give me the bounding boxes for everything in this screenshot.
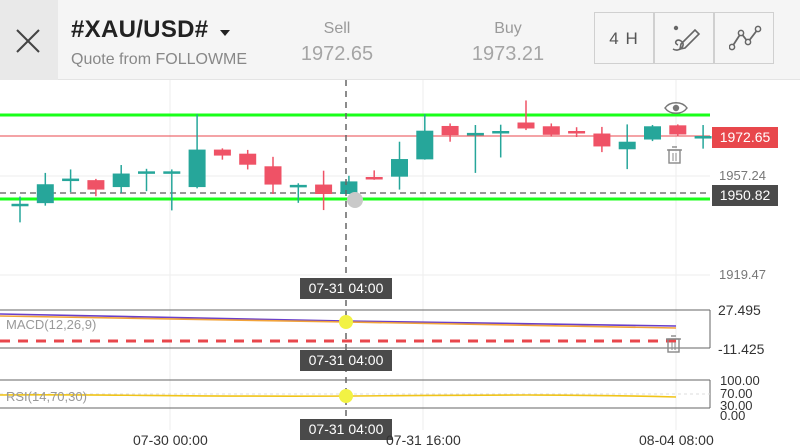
rsi-plot — [0, 389, 710, 403]
line-price-tag: 1950.82 — [712, 185, 778, 206]
candle-bearish[interactable] — [213, 149, 231, 156]
candle-bullish[interactable] — [11, 203, 29, 207]
grid — [0, 80, 710, 430]
crosshair-time-rsi: 07-31 04:00 — [300, 419, 392, 440]
candle-bullish[interactable] — [694, 136, 712, 139]
candle-bearish[interactable] — [669, 125, 687, 135]
candle-bearish[interactable] — [593, 133, 611, 147]
macd-slow-line — [0, 315, 677, 329]
line-handle[interactable] — [347, 192, 363, 208]
candle-bullish[interactable] — [138, 171, 155, 174]
chevron-down-icon[interactable] — [220, 30, 230, 36]
rsi-line — [0, 393, 677, 398]
macd-bottom-value: -11.425 — [718, 341, 765, 357]
drawing-pen-icon — [672, 25, 701, 51]
rsi-level-30: 30.00 — [720, 398, 753, 413]
indicator-line-icon — [729, 25, 762, 51]
candle-bearish[interactable] — [315, 184, 333, 195]
header-bar: #XAU/USD# Quote from FOLLOWME Sell 1972.… — [0, 0, 800, 80]
candle-bullish[interactable] — [62, 178, 80, 182]
buy-price[interactable]: 1973.21 — [471, 43, 545, 65]
candle-bullish[interactable] — [492, 131, 510, 134]
candle-bearish[interactable] — [542, 126, 560, 135]
rsi-level-0: 0.00 — [720, 408, 746, 423]
sell-price[interactable]: 1972.65 — [300, 43, 374, 65]
candle-bearish[interactable] — [87, 180, 105, 190]
candle-bearish[interactable] — [517, 122, 535, 129]
candle-bearish[interactable] — [568, 131, 586, 134]
sell-label: Sell — [323, 20, 351, 37]
candle-bullish[interactable] — [112, 173, 130, 188]
rsi-label[interactable]: RSI(14,70,30) — [6, 389, 87, 404]
x-axis-label: 07-30 00:00 — [133, 432, 208, 446]
candles-group — [11, 100, 712, 223]
timeframe-button[interactable]: 4 H — [594, 12, 654, 64]
x-axis-label: 07-31 16:00 — [386, 432, 461, 446]
eye-icon[interactable] — [664, 102, 688, 114]
rsi-crosshair-dot — [339, 389, 353, 403]
rsi-level-100: 100.00 — [720, 373, 760, 388]
price-level-2: 1919.47 — [719, 267, 766, 282]
crosshair-time-macd: 07-31 04:00 — [300, 350, 392, 371]
indicator-button[interactable] — [714, 12, 774, 64]
candle-bullish[interactable] — [644, 126, 661, 140]
candle-bearish[interactable] — [264, 166, 282, 185]
macd-trash-icon[interactable] — [666, 335, 681, 353]
candle-bullish[interactable] — [416, 130, 434, 160]
draw-tool-button[interactable] — [654, 12, 714, 64]
crosshair-time-main: 07-31 04:00 — [300, 278, 392, 299]
macd-plot — [0, 313, 677, 343]
timeframe-label: 4 H — [609, 29, 639, 48]
candle-bearish[interactable] — [239, 153, 257, 165]
symbol-title[interactable]: #XAU/USD# — [71, 16, 209, 43]
quote-source: Quote from FOLLOWME — [71, 51, 248, 68]
trash-icon[interactable] — [667, 146, 682, 164]
buy-label: Buy — [494, 20, 522, 37]
candle-bullish[interactable] — [289, 184, 307, 188]
rsi-level-70: 70.00 — [720, 386, 753, 401]
candle-bullish[interactable] — [340, 181, 358, 195]
candle-bearish[interactable] — [365, 176, 383, 180]
candle-bullish[interactable] — [618, 141, 636, 150]
candle-bullish[interactable] — [466, 132, 484, 136]
candle-bullish[interactable] — [163, 171, 181, 174]
price-level-1: 1957.24 — [719, 168, 766, 183]
candle-bullish[interactable] — [188, 149, 206, 188]
close-icon — [16, 29, 40, 53]
candle-bullish[interactable] — [36, 184, 54, 204]
close-button[interactable] — [0, 0, 58, 80]
macd-top-value: 27.495 — [718, 302, 761, 318]
macd-label[interactable]: MACD(12,26,9) — [6, 317, 97, 332]
candle-bearish[interactable] — [441, 125, 459, 136]
candle-bullish[interactable] — [391, 159, 408, 177]
macd-crosshair-dot — [339, 315, 353, 329]
x-axis-label: 08-04 08:00 — [639, 432, 714, 446]
sell-price-tag: 1972.65 — [712, 127, 778, 148]
macd-fast-line — [0, 313, 677, 327]
